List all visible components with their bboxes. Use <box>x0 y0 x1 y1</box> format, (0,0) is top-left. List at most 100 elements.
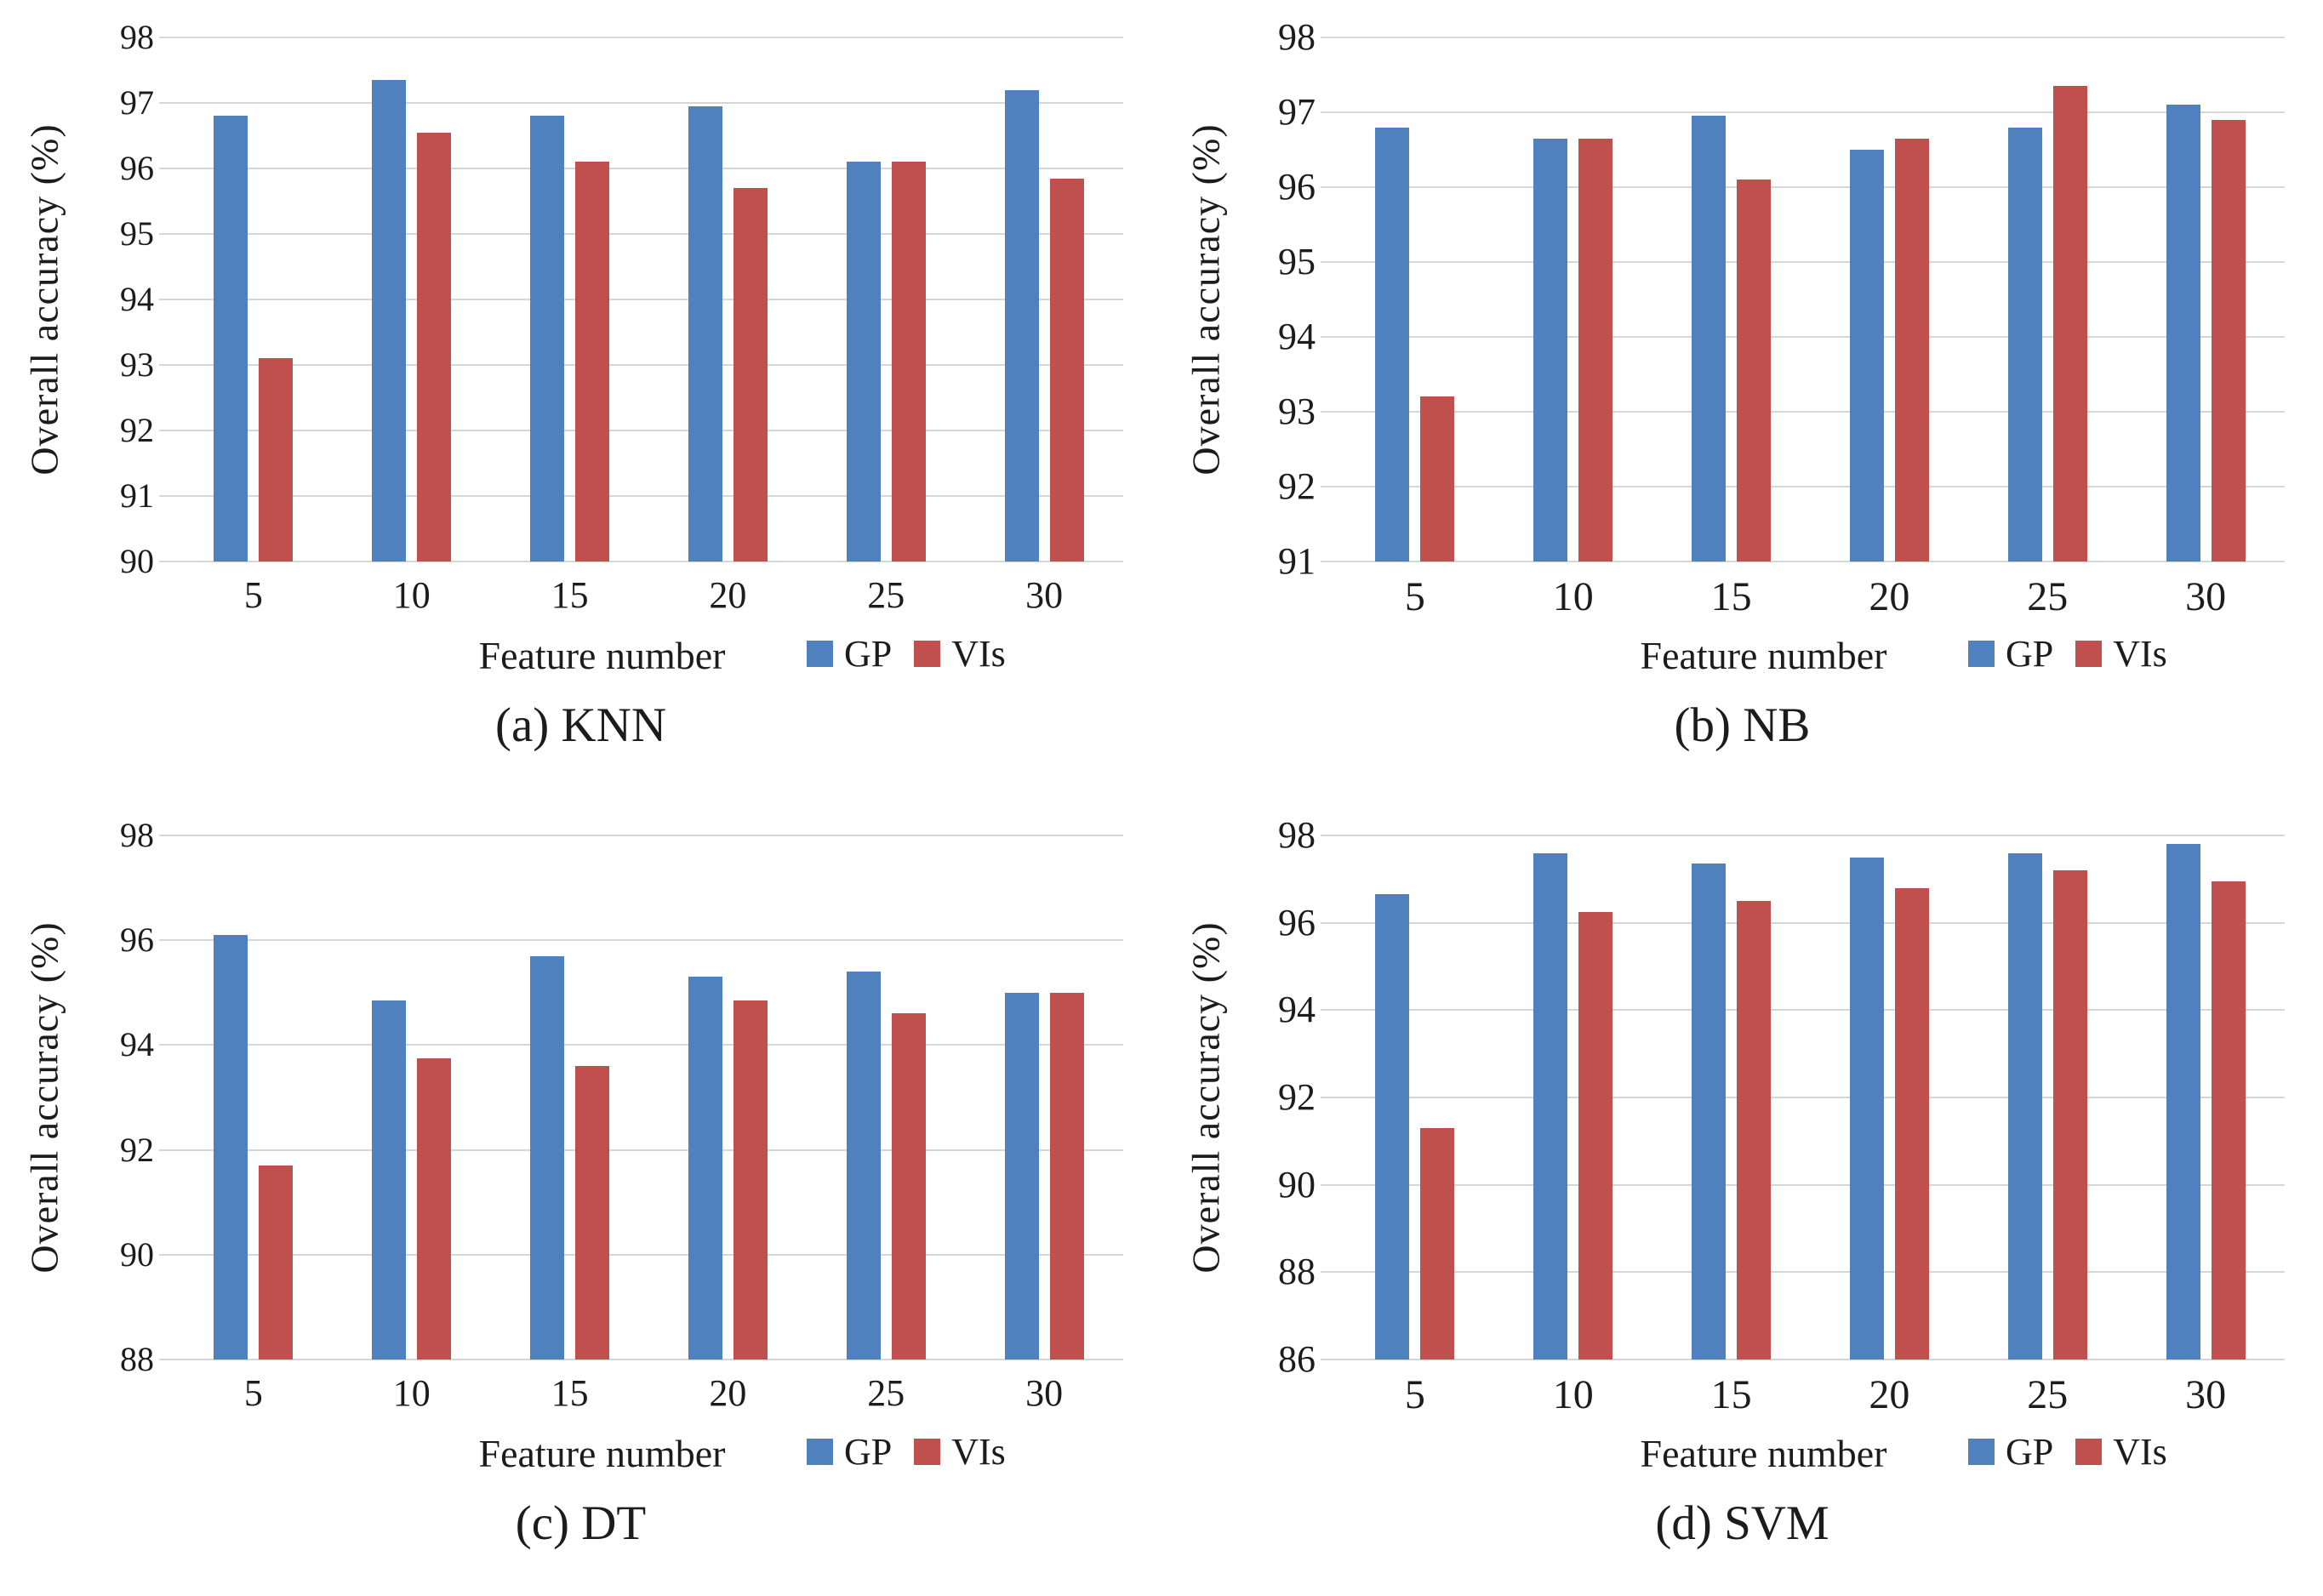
y-axis-title: Overall accuracy (%) <box>1184 921 1228 1274</box>
y-tick-label: 88 <box>1278 1251 1316 1293</box>
gridline <box>1321 835 2285 836</box>
gridline <box>159 1044 1123 1046</box>
bar-vis-25 <box>2052 870 2087 1359</box>
y-tick-label: 86 <box>1278 1338 1316 1380</box>
y-tick-label: 98 <box>120 18 154 56</box>
x-tick-label: 5 <box>1404 574 1425 619</box>
y-tick-label: 98 <box>1278 16 1316 58</box>
gridline <box>1321 37 2285 38</box>
bar-gp-15 <box>1692 864 1727 1359</box>
x-axis-title: Feature number <box>1640 1432 1887 1475</box>
gridline <box>1321 1271 2285 1274</box>
x-tick-label: 15 <box>1710 1372 1752 1417</box>
y-tick-label: 97 <box>1278 91 1316 133</box>
x-tick-label: 30 <box>2185 1372 2227 1417</box>
legend-item-gp: GP <box>807 632 892 675</box>
gridline <box>1321 486 2285 487</box>
gridline <box>159 561 1123 562</box>
legend-swatch-gp <box>807 640 833 667</box>
x-tick-label: 25 <box>2027 574 2069 619</box>
bar-gp-15 <box>530 116 565 561</box>
bar-vis-20 <box>1894 138 1929 561</box>
plot-area: 90 91 92 93 94 95 96 97 98 5 10 15 20 25 30 <box>120 20 1123 614</box>
y-tick-label: 94 <box>1278 316 1316 357</box>
x-axis-title: Feature number <box>478 634 726 677</box>
x-tick-label: 20 <box>709 1372 747 1414</box>
gridline <box>159 495 1123 497</box>
bar-gp-15 <box>1692 116 1727 561</box>
legend-swatch-gp <box>1968 1438 1995 1465</box>
gridline <box>159 1253 1123 1256</box>
bar-vis-15 <box>575 1066 610 1359</box>
legend-item-vis: VIs <box>2075 632 2167 675</box>
x-tick-label: 30 <box>1025 1372 1064 1414</box>
legend-label-vis: VIs <box>2113 632 2167 675</box>
chart-caption: (c) DT <box>515 1496 647 1550</box>
gridline <box>159 364 1123 366</box>
chart-caption: (d) SVM <box>1655 1496 1829 1550</box>
y-tick-label: 95 <box>120 214 154 253</box>
gridline <box>1321 921 2285 924</box>
y-tick-label: 93 <box>120 345 154 384</box>
y-tick-label: 95 <box>1278 241 1316 282</box>
x-tick-label: 10 <box>392 1372 431 1414</box>
legend-label-vis: VIs <box>951 1430 1006 1473</box>
bar-gp-5 <box>1375 894 1410 1359</box>
bar-vis-15 <box>575 162 610 561</box>
legend-swatch-vis <box>2075 640 2103 667</box>
x-tick-label: 15 <box>551 1372 589 1414</box>
bar-gp-30 <box>1004 992 1039 1359</box>
legend-swatch-gp <box>807 1438 833 1465</box>
gridline <box>1321 1097 2285 1098</box>
x-tick-label: 20 <box>709 574 747 616</box>
gridline <box>1321 111 2285 113</box>
legend-label-gp: GP <box>2006 1430 2054 1473</box>
x-tick-label: 5 <box>243 1372 263 1414</box>
x-tick-label: 15 <box>1710 574 1752 619</box>
bar-gp-25 <box>2007 852 2042 1359</box>
bar-gp-20 <box>1849 150 1884 561</box>
y-tick-label: 94 <box>1278 989 1316 1031</box>
bar-gp-20 <box>688 105 722 561</box>
gridline <box>1321 1183 2285 1186</box>
legend-label-vis: VIs <box>2113 1430 2167 1473</box>
legend-item-vis: VIs <box>914 632 1006 675</box>
bar-vis-30 <box>1049 178 1084 561</box>
bar-vis-30 <box>2211 119 2246 561</box>
y-tick-label: 98 <box>120 816 154 854</box>
x-axis-title: Feature number <box>1640 634 1887 677</box>
x-tick-label: 25 <box>867 1372 905 1414</box>
chart-panel-nb: Overall accuracy (%) 91 92 93 94 95 96 97 98 5 10… <box>1162 0 2323 798</box>
chart-caption: (b) NB <box>1674 698 1811 752</box>
legend-label-vis: VIs <box>951 632 1006 675</box>
bar-vis-25 <box>891 162 926 561</box>
bar-gp-30 <box>1004 89 1039 561</box>
y-tick-label: 96 <box>120 921 154 960</box>
gridline <box>159 299 1123 300</box>
x-tick-label: 25 <box>2027 1372 2069 1417</box>
gridline <box>1321 1009 2285 1012</box>
legend-swatch-vis <box>2075 1438 2103 1465</box>
y-tick-label: 92 <box>120 1130 154 1169</box>
plot-area: 88 90 92 94 96 98 5 10 15 20 25 30 <box>120 818 1123 1412</box>
bar-vis-5 <box>1420 1127 1455 1359</box>
plot-area: 91 92 93 94 95 96 97 98 5 10 15 20 25 30 <box>1278 19 2285 618</box>
y-tick-label: 94 <box>120 280 154 318</box>
x-tick-label: 25 <box>867 574 905 616</box>
gridline <box>1321 1359 2285 1360</box>
bar-vis-15 <box>1737 180 1772 561</box>
legend-label-gp: GP <box>844 1430 893 1473</box>
legend-label-gp: GP <box>2006 632 2054 675</box>
x-tick-label: 5 <box>1404 1372 1425 1417</box>
x-tick-label: 30 <box>2185 574 2227 619</box>
y-tick-label: 92 <box>1278 465 1316 507</box>
x-tick-label: 10 <box>392 574 431 616</box>
y-tick-label: 97 <box>120 83 154 122</box>
y-tick-label: 92 <box>1278 1076 1316 1118</box>
bar-vis-5 <box>259 1166 294 1359</box>
y-tick-label: 94 <box>120 1025 154 1064</box>
gridline <box>159 1149 1123 1151</box>
bar-gp-10 <box>372 1000 407 1359</box>
y-tick-label: 92 <box>120 411 154 449</box>
bar-vis-5 <box>259 358 294 561</box>
